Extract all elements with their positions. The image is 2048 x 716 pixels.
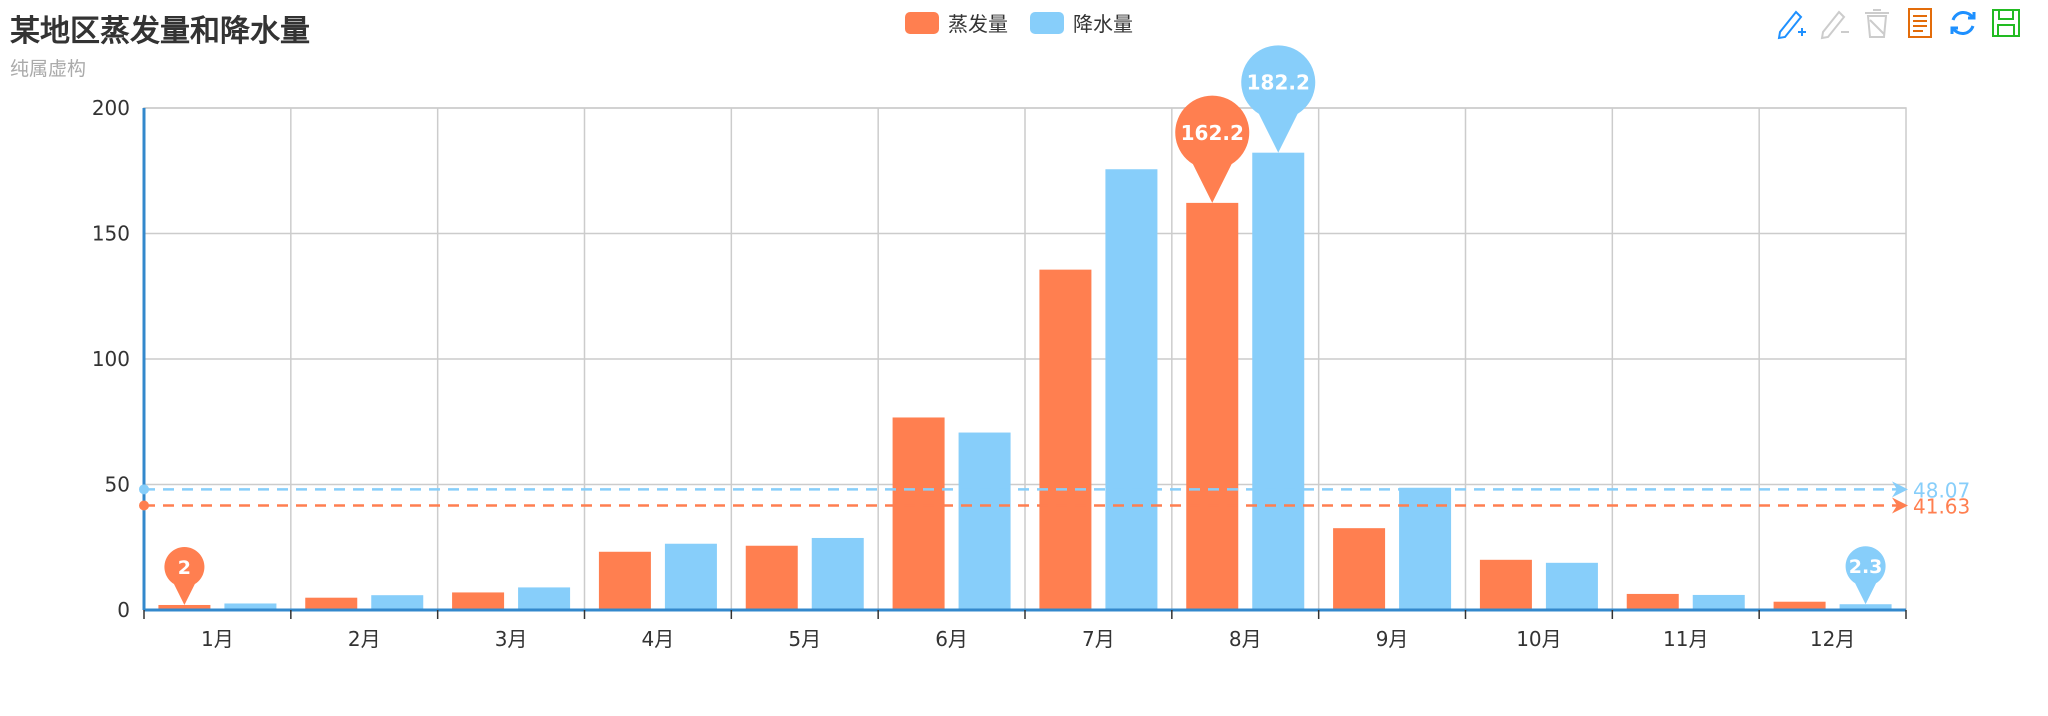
y-tick-label: 200 <box>92 96 130 120</box>
legend-item-evaporation[interactable]: 蒸发量 <box>905 8 1008 37</box>
x-tick-label: 3月 <box>495 627 528 651</box>
data-view-button[interactable] <box>1903 6 1937 40</box>
y-tick-label: 150 <box>92 222 130 246</box>
bar <box>452 592 505 610</box>
average-line-arrow <box>1892 481 1908 498</box>
bar <box>1186 202 1239 611</box>
refresh-button[interactable] <box>1946 6 1980 40</box>
average-line-label: 41.63 <box>1913 495 1970 519</box>
bar <box>745 545 798 610</box>
bar <box>811 537 864 610</box>
toolbox <box>1774 6 2032 40</box>
mark-point: 182.2 <box>1241 45 1316 153</box>
mark-point-label: 162.2 <box>1181 121 1244 145</box>
bar <box>158 604 211 610</box>
bar <box>892 417 945 610</box>
x-tick-label: 1月 <box>201 627 234 651</box>
bar <box>1252 152 1305 611</box>
mark-point: 162.2 <box>1175 95 1250 203</box>
legend: 蒸发量 降水量 <box>905 8 1155 37</box>
bar <box>958 432 1011 610</box>
data-view-icon <box>1908 8 1932 38</box>
average-line-arrow <box>1892 497 1908 514</box>
x-tick-label: 9月 <box>1376 627 1409 651</box>
mark-undo-icon <box>1820 10 1849 40</box>
bar <box>1545 562 1598 610</box>
mark-button[interactable] <box>1774 6 1808 40</box>
legend-swatch-precipitation <box>1030 11 1064 34</box>
average-line-label: 48.07 <box>1913 478 1970 502</box>
bar <box>1105 169 1158 610</box>
mark-clear-icon <box>1865 9 1889 38</box>
y-tick-label: 0 <box>117 598 130 622</box>
bar <box>1773 601 1826 610</box>
bar <box>305 597 358 610</box>
average-line-start <box>139 500 149 511</box>
mark-point-pin <box>1241 45 1316 153</box>
mark-point: 2.3 <box>1845 546 1886 605</box>
x-tick-label: 11月 <box>1663 627 1708 651</box>
bar <box>224 603 277 610</box>
save-image-button[interactable] <box>1989 6 2023 40</box>
legend-item-precipitation[interactable]: 降水量 <box>1030 8 1133 37</box>
x-tick-label: 6月 <box>935 627 968 651</box>
mark-icon <box>1777 10 1806 40</box>
mark-point-label: 2 <box>178 557 191 579</box>
y-tick-label: 50 <box>105 473 130 497</box>
bar <box>1479 559 1532 610</box>
x-tick-label: 4月 <box>642 627 675 651</box>
x-tick-label: 12月 <box>1810 627 1855 651</box>
chart-title: 某地区蒸发量和降水量 <box>10 14 310 49</box>
bar <box>1626 593 1679 610</box>
bar <box>1399 487 1452 610</box>
mark-point-pin <box>164 546 205 605</box>
x-tick-label: 7月 <box>1082 627 1115 651</box>
save-image-icon <box>1992 9 2020 37</box>
mark-undo-button[interactable] <box>1817 6 1851 40</box>
legend-label-evaporation: 蒸发量 <box>948 12 1008 36</box>
bar <box>1839 604 1892 610</box>
chart-subtitle: 纯属虚构 <box>10 58 87 80</box>
refresh-icon <box>1950 11 1976 35</box>
bar <box>371 595 424 610</box>
legend-swatch-evaporation <box>905 11 939 34</box>
mark-clear-button[interactable] <box>1860 6 1894 40</box>
x-tick-label: 10月 <box>1516 627 1561 651</box>
x-tick-label: 5月 <box>788 627 821 651</box>
x-tick-label: 8月 <box>1229 627 1262 651</box>
mark-point-pin <box>1845 546 1886 605</box>
mark-point-label: 2.3 <box>1849 556 1883 578</box>
mark-point-label: 182.2 <box>1247 71 1310 95</box>
bar <box>518 587 571 610</box>
mark-point-pin <box>1175 95 1250 203</box>
x-tick-label: 2月 <box>348 627 381 651</box>
bar <box>1692 594 1745 610</box>
bar <box>598 551 651 610</box>
legend-label-precipitation: 降水量 <box>1073 12 1133 36</box>
bar <box>1039 269 1092 610</box>
mark-point: 2 <box>164 546 205 605</box>
y-tick-label: 100 <box>92 347 130 371</box>
bar <box>664 543 717 610</box>
average-line-start <box>139 484 149 495</box>
bar <box>1333 528 1386 610</box>
